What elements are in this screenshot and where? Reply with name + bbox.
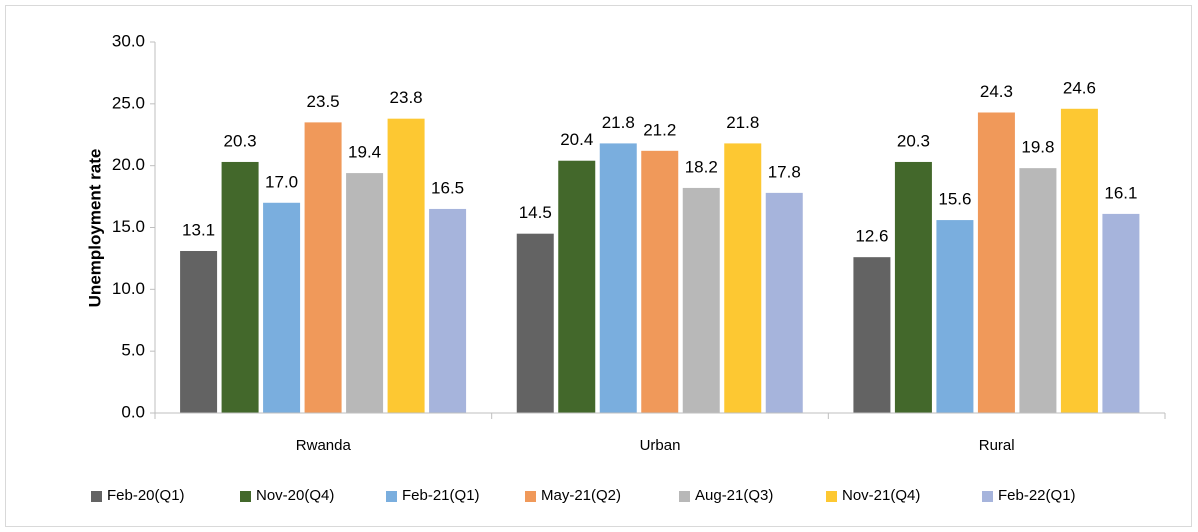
bar <box>346 173 384 413</box>
legend-swatch <box>982 491 993 502</box>
bar <box>936 220 974 413</box>
value-label: 17.8 <box>768 162 801 181</box>
bar <box>429 208 467 413</box>
legend-label: May-21(Q2) <box>541 487 621 504</box>
y-tick-label: 10.0 <box>112 279 145 298</box>
legend-swatch <box>826 491 837 502</box>
value-label: 24.6 <box>1063 78 1096 97</box>
y-axis-label: Unemployment rate <box>85 149 104 308</box>
bar <box>304 122 342 413</box>
legend-label: Aug-21(Q3) <box>695 487 773 504</box>
legend-swatch <box>91 491 102 502</box>
bar <box>765 192 803 413</box>
legend-label: Feb-21(Q1) <box>402 487 480 504</box>
bar <box>180 250 218 413</box>
bar <box>558 160 596 413</box>
legend-label: Feb-20(Q1) <box>107 487 185 504</box>
bar <box>263 202 301 413</box>
value-label: 20.3 <box>897 131 930 150</box>
legend-label: Nov-21(Q4) <box>842 487 920 504</box>
value-label: 18.2 <box>685 157 718 176</box>
value-label: 23.8 <box>390 88 423 107</box>
bar <box>516 233 554 413</box>
value-label: 19.8 <box>1021 138 1054 157</box>
value-label: 19.4 <box>348 143 381 162</box>
value-label: 21.2 <box>643 120 676 139</box>
value-label: 21.8 <box>602 113 635 132</box>
bar <box>1019 168 1057 413</box>
value-label: 23.5 <box>307 92 340 111</box>
x-tick-label: Rwanda <box>296 437 352 454</box>
x-tick-label: Urban <box>640 437 681 454</box>
value-label: 20.3 <box>224 131 257 150</box>
value-label: 13.1 <box>182 220 215 239</box>
bar <box>1060 108 1098 413</box>
x-tick-label: Rural <box>979 437 1015 454</box>
value-label: 24.3 <box>980 82 1013 101</box>
bar <box>387 118 425 413</box>
legend-swatch <box>240 491 251 502</box>
bar <box>1102 213 1140 413</box>
bar <box>221 161 259 413</box>
value-label: 16.5 <box>431 178 464 197</box>
legend-swatch <box>679 491 690 502</box>
bar <box>599 143 637 413</box>
bar <box>853 257 891 413</box>
value-label: 17.0 <box>265 172 298 191</box>
bar <box>724 143 762 413</box>
y-tick-label: 20.0 <box>112 155 145 174</box>
legend-label: Feb-22(Q1) <box>998 487 1076 504</box>
bar <box>977 112 1015 414</box>
legend-swatch <box>525 491 536 502</box>
value-label: 20.4 <box>560 130 593 149</box>
y-tick-label: 5.0 <box>121 341 145 360</box>
bar <box>682 187 720 413</box>
legend-swatch <box>386 491 397 502</box>
value-label: 16.1 <box>1104 183 1137 202</box>
value-label: 15.6 <box>938 190 971 209</box>
bar <box>641 150 679 413</box>
value-label: 12.6 <box>855 227 888 246</box>
bar <box>894 161 932 413</box>
value-label: 21.8 <box>726 113 759 132</box>
y-tick-label: 0.0 <box>121 402 145 421</box>
legend-label: Nov-20(Q4) <box>256 487 334 504</box>
y-tick-label: 25.0 <box>112 93 145 112</box>
y-tick-label: 15.0 <box>112 217 145 236</box>
y-tick-label: 30.0 <box>112 31 145 50</box>
value-label: 14.5 <box>519 203 552 222</box>
